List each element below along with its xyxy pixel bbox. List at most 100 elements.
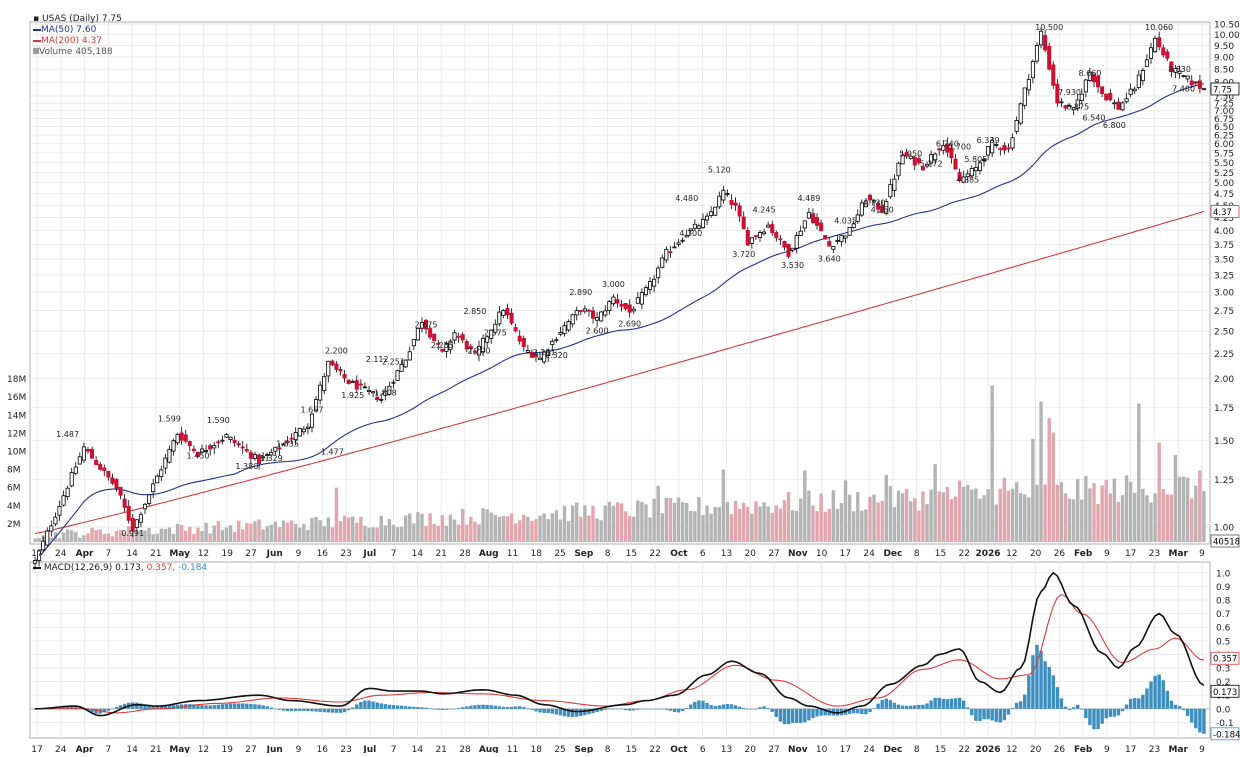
macd-x-tick-label: 7	[105, 745, 111, 753]
macd-histogram-bar	[888, 700, 893, 709]
candle-down	[436, 342, 441, 345]
volume-bar	[277, 527, 282, 542]
candle-down	[819, 222, 824, 232]
price-annotation: 5.700	[948, 143, 971, 152]
volume-bar	[399, 526, 404, 542]
candle-down	[1169, 61, 1174, 73]
candle-down	[118, 486, 123, 496]
candle-up	[151, 483, 156, 493]
macd-tick-label: 1.0	[1216, 569, 1231, 579]
macd-histogram-bar	[599, 708, 603, 711]
volume-bar	[1027, 497, 1031, 542]
candle-up	[847, 226, 852, 236]
candle-up	[301, 428, 306, 433]
candle-up	[696, 225, 701, 229]
macd-histogram-bar	[94, 708, 98, 714]
candle-down	[1091, 74, 1097, 83]
volume-bar	[945, 486, 950, 542]
price-tick-label: 3.25	[1214, 271, 1234, 281]
volume-bar	[884, 475, 888, 542]
volume-bar	[232, 531, 237, 542]
volume-bar	[729, 514, 734, 542]
macd-histogram-bar	[106, 708, 111, 711]
candle-up	[407, 351, 412, 361]
macd-histogram-bar	[1067, 708, 1072, 710]
candle-up	[309, 413, 315, 428]
macd-x-tick-label: 9	[296, 745, 302, 753]
macd-histogram-bar	[363, 700, 367, 709]
candle-down	[533, 353, 539, 358]
candle-down	[615, 299, 620, 304]
volume-swatch	[33, 48, 39, 54]
volume-bar	[220, 529, 225, 542]
macd-histogram-bar	[909, 705, 913, 709]
macd-histogram-bar	[505, 707, 510, 709]
volume-bar	[135, 533, 139, 542]
volume-bar	[346, 517, 351, 542]
macd-histogram-bar	[554, 708, 559, 715]
macd-histogram-bar	[1161, 680, 1165, 709]
macd-x-tick-label: 17	[31, 745, 42, 753]
candle-up	[884, 201, 889, 214]
price-annotation: 4.100	[679, 229, 702, 238]
ma200-tag-box	[1210, 205, 1240, 218]
candle-up	[1034, 45, 1040, 62]
x-tick-label: Aug	[479, 549, 499, 559]
macd-histogram-bar	[57, 707, 62, 709]
volume-bar	[888, 486, 893, 542]
x-tick-label: 23	[340, 549, 351, 559]
macd-histogram-bar	[273, 708, 278, 710]
volume-bar	[65, 529, 70, 542]
candlesticks	[33, 27, 1206, 570]
macd-histogram-bar	[1055, 687, 1060, 709]
macd-histogram-bar	[171, 705, 176, 709]
candle-up	[261, 456, 266, 459]
ma200-label: MA(200) 4.37	[41, 36, 103, 46]
x-tick-label: Jun	[266, 549, 283, 559]
x-tick-label: Mar	[1168, 549, 1188, 559]
macd-histogram-bar	[387, 704, 392, 709]
candle-down	[1189, 80, 1194, 85]
x-tick-label: 25	[554, 549, 565, 559]
macd-x-tick-label: 12	[1006, 745, 1017, 753]
candle-down	[782, 240, 787, 248]
macd-histogram-bar	[733, 705, 738, 709]
candle-up	[163, 457, 168, 469]
candle-up	[444, 343, 449, 352]
macd-x-tick-label: Aug	[479, 745, 499, 753]
macd-histogram-bar	[1096, 708, 1100, 729]
volume-bar	[534, 519, 538, 542]
macd-histogram	[33, 644, 1206, 734]
volume-bar	[664, 497, 669, 542]
x-tick-label: 7	[391, 549, 397, 559]
macd-histogram-bar	[1014, 702, 1019, 709]
macd-histogram-bar	[522, 706, 526, 709]
volume-bar	[970, 489, 974, 542]
volume-bar	[974, 488, 978, 542]
volume-bar	[953, 496, 958, 542]
candle-up	[1014, 120, 1019, 132]
macd-histogram-bar	[656, 708, 660, 710]
macd-histogram-bar	[949, 698, 954, 709]
macd-x-tick-label: 8	[605, 745, 611, 753]
candle-down	[342, 374, 347, 379]
macd-histogram-bar	[1145, 688, 1149, 709]
macd-histogram-bar	[1039, 650, 1043, 709]
volume-bar	[375, 527, 379, 542]
macd-histogram-bar	[587, 708, 591, 715]
candle-down	[94, 460, 99, 465]
macd-histogram-bar	[200, 705, 204, 709]
volume-bar	[864, 509, 868, 542]
volume-bar	[440, 515, 445, 542]
candle-down	[456, 335, 461, 338]
candle-up	[1201, 88, 1206, 91]
volume-bar	[314, 516, 318, 542]
macd-histogram-bar	[1120, 708, 1125, 712]
x-tick-label: 27	[768, 549, 779, 559]
macd-histogram-bar	[322, 708, 326, 713]
macd-histogram-bar	[1063, 706, 1068, 709]
macd-histogram-bar	[957, 697, 962, 709]
macd-x-tick-label: 20	[745, 745, 757, 753]
macd-histogram-bar	[701, 700, 705, 709]
volume-label: Volume 405,188	[39, 47, 113, 57]
